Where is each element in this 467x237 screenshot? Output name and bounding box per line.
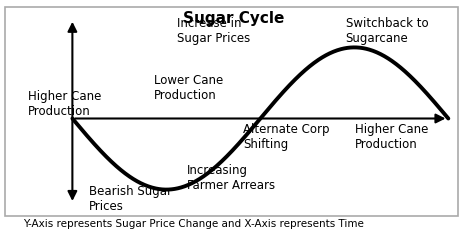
Text: Increase in
Sugar Prices: Increase in Sugar Prices	[177, 17, 251, 45]
Text: Alternate Corp
Shifting: Alternate Corp Shifting	[243, 123, 329, 151]
Text: Switchback to
Sugarcane: Switchback to Sugarcane	[346, 17, 428, 45]
Text: Higher Cane
Production: Higher Cane Production	[28, 90, 101, 118]
Text: Sugar Cycle: Sugar Cycle	[183, 11, 284, 26]
Text: Lower Cane
Production: Lower Cane Production	[154, 74, 223, 102]
Text: Bearish Sugar
Prices: Bearish Sugar Prices	[89, 185, 172, 213]
Text: Higher Cane
Production: Higher Cane Production	[355, 123, 428, 151]
Text: Y-Axis represents Sugar Price Change and X-Axis represents Time: Y-Axis represents Sugar Price Change and…	[23, 219, 364, 229]
Text: Increasing
Farmer Arrears: Increasing Farmer Arrears	[187, 164, 275, 192]
